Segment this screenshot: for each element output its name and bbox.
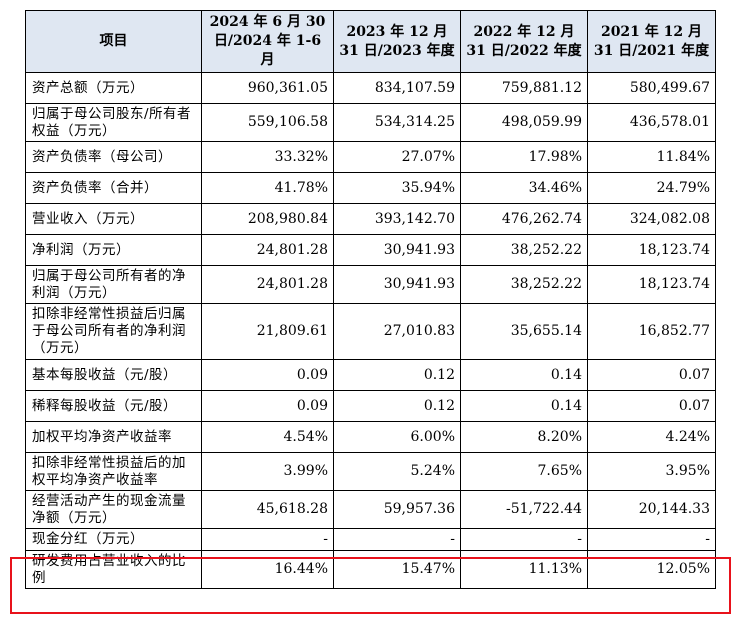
cell-value: - xyxy=(587,528,716,551)
cell-value: 6.00% xyxy=(333,421,461,453)
cell-value: 0.07 xyxy=(587,359,716,391)
cell-value: 18,123.74 xyxy=(587,265,716,304)
cell-value: 34.46% xyxy=(460,172,588,204)
cell-value: 436,578.01 xyxy=(587,103,716,142)
cell-value: 208,980.84 xyxy=(201,203,334,235)
cell-value: 33.32% xyxy=(201,141,334,173)
table-row: 基本每股收益（元/股） 0.09 0.12 0.14 0.07 xyxy=(25,359,716,391)
cell-value: 24.79% xyxy=(587,172,716,204)
cell-value: 35.94% xyxy=(333,172,461,204)
cell-value: 0.07 xyxy=(587,390,716,422)
cell-value: 35,655.14 xyxy=(460,303,588,360)
row-label: 归属于母公司股东/所有者权益（万元） xyxy=(25,103,202,142)
cell-value: 324,082.08 xyxy=(587,203,716,235)
cell-value: 0.09 xyxy=(201,390,334,422)
cell-value: 41.78% xyxy=(201,172,334,204)
cell-value: 30,941.93 xyxy=(333,265,461,304)
table-row: 经营活动产生的现金流量净额（万元） 45,618.28 59,957.36 -5… xyxy=(25,490,716,529)
table-row: 稀释每股收益（元/股） 0.09 0.12 0.14 0.07 xyxy=(25,390,716,422)
cell-value: 476,262.74 xyxy=(460,203,588,235)
cell-value: 8.20% xyxy=(460,421,588,453)
header-2022: 2022 年 12 月 31 日/2022 年度 xyxy=(460,10,588,73)
header-2023: 2023 年 12 月 31 日/2023 年度 xyxy=(333,10,461,73)
table-row: 净利润（万元） 24,801.28 30,941.93 38,252.22 18… xyxy=(25,234,716,266)
cell-value: 38,252.22 xyxy=(460,234,588,266)
cell-value: 38,252.22 xyxy=(460,265,588,304)
cell-value: 21,809.61 xyxy=(201,303,334,360)
cell-value: 11.84% xyxy=(587,141,716,173)
cell-value: 11.13% xyxy=(460,550,588,589)
cell-value: 3.99% xyxy=(201,452,334,491)
table-row: 资产负债率（合并） 41.78% 35.94% 34.46% 24.79% xyxy=(25,172,716,204)
table-row: 资产负债率（母公司） 33.32% 27.07% 17.98% 11.84% xyxy=(25,141,716,173)
table-row: 营业收入（万元） 208,980.84 393,142.70 476,262.7… xyxy=(25,203,716,235)
cell-value: 20,144.33 xyxy=(587,490,716,529)
cell-value: 960,361.05 xyxy=(201,72,334,104)
cell-value: 580,499.67 xyxy=(587,72,716,104)
table-row: 现金分红（万元） - - - - xyxy=(25,528,716,551)
table-row: 加权平均净资产收益率 4.54% 6.00% 8.20% 4.24% xyxy=(25,421,716,453)
row-label: 净利润（万元） xyxy=(25,234,202,266)
cell-value: 7.65% xyxy=(460,452,588,491)
cell-value: 0.14 xyxy=(460,390,588,422)
row-label: 资产负债率（母公司） xyxy=(25,141,202,173)
cell-value: 17.98% xyxy=(460,141,588,173)
cell-value: 834,107.59 xyxy=(333,72,461,104)
table-row: 归属于母公司股东/所有者权益（万元） 559,106.58 534,314.25… xyxy=(25,103,716,142)
cell-value: 4.24% xyxy=(587,421,716,453)
row-label: 研发费用占营业收入的比例 xyxy=(25,550,202,589)
cell-value: 59,957.36 xyxy=(333,490,461,529)
cell-value: 534,314.25 xyxy=(333,103,461,142)
cell-value: - xyxy=(333,528,461,551)
header-2024h1: 2024 年 6 月 30 日/2024 年 1-6 月 xyxy=(201,10,334,73)
financial-indicators-table: 项目 2024 年 6 月 30 日/2024 年 1-6 月 2023 年 1… xyxy=(25,10,716,589)
row-label: 归属于母公司所有者的净利润（万元） xyxy=(25,265,202,304)
cell-value: 24,801.28 xyxy=(201,234,334,266)
cell-value: 12.05% xyxy=(587,550,716,589)
cell-value: 27,010.83 xyxy=(333,303,461,360)
table-row: 归属于母公司所有者的净利润（万元） 24,801.28 30,941.93 38… xyxy=(25,265,716,304)
row-label: 稀释每股收益（元/股） xyxy=(25,390,202,422)
header-item: 项目 xyxy=(25,10,202,73)
cell-value: 4.54% xyxy=(201,421,334,453)
cell-value: 3.95% xyxy=(587,452,716,491)
row-label: 现金分红（万元） xyxy=(25,528,202,551)
cell-value: - xyxy=(460,528,588,551)
row-label: 资产总额（万元） xyxy=(25,72,202,104)
row-label: 基本每股收益（元/股） xyxy=(25,359,202,391)
row-label: 经营活动产生的现金流量净额（万元） xyxy=(25,490,202,529)
cell-value: 30,941.93 xyxy=(333,234,461,266)
table-row: 资产总额（万元） 960,361.05 834,107.59 759,881.1… xyxy=(25,72,716,104)
cell-value: -51,722.44 xyxy=(460,490,588,529)
cell-value: 0.14 xyxy=(460,359,588,391)
table-row: 扣除非经常性损益后归属于母公司所有者的净利润（万元） 21,809.61 27,… xyxy=(25,303,716,360)
cell-value: 45,618.28 xyxy=(201,490,334,529)
row-label: 扣除非经常性损益后归属于母公司所有者的净利润（万元） xyxy=(25,303,202,360)
cell-value: 5.24% xyxy=(333,452,461,491)
cell-value: 24,801.28 xyxy=(201,265,334,304)
cell-value: 16.44% xyxy=(201,550,334,589)
row-label: 加权平均净资产收益率 xyxy=(25,421,202,453)
cell-value: 15.47% xyxy=(333,550,461,589)
row-label: 营业收入（万元） xyxy=(25,203,202,235)
table-row: 扣除非经常性损益后的加权平均净资产收益率 3.99% 5.24% 7.65% 3… xyxy=(25,452,716,491)
row-label: 扣除非经常性损益后的加权平均净资产收益率 xyxy=(25,452,202,491)
cell-value: 559,106.58 xyxy=(201,103,334,142)
cell-value: 27.07% xyxy=(333,141,461,173)
financial-indicators-table-container: 项目 2024 年 6 月 30 日/2024 年 1-6 月 2023 年 1… xyxy=(25,10,725,589)
cell-value: 759,881.12 xyxy=(460,72,588,104)
cell-value: 498,059.99 xyxy=(460,103,588,142)
header-row: 项目 2024 年 6 月 30 日/2024 年 1-6 月 2023 年 1… xyxy=(25,10,716,73)
cell-value: 0.09 xyxy=(201,359,334,391)
table-row-highlighted: 研发费用占营业收入的比例 16.44% 15.47% 11.13% 12.05% xyxy=(25,550,716,589)
cell-value: 16,852.77 xyxy=(587,303,716,360)
cell-value: 0.12 xyxy=(333,359,461,391)
cell-value: 18,123.74 xyxy=(587,234,716,266)
cell-value: 393,142.70 xyxy=(333,203,461,235)
row-label: 资产负债率（合并） xyxy=(25,172,202,204)
cell-value: - xyxy=(201,528,334,551)
header-2021: 2021 年 12 月 31 日/2021 年度 xyxy=(587,10,716,73)
cell-value: 0.12 xyxy=(333,390,461,422)
